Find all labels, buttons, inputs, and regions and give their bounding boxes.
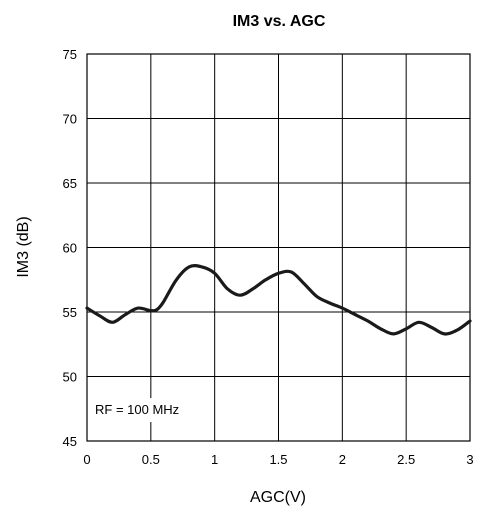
y-tick-label: 50: [63, 370, 77, 385]
series-layer: [85, 264, 472, 336]
y-tick-label: 75: [63, 47, 77, 62]
y-tick-label: 65: [63, 176, 77, 191]
annotation-background: [94, 398, 202, 422]
x-tick-label: 1.5: [269, 452, 287, 467]
x-tick-label: 0.5: [142, 452, 160, 467]
tick-labels: 0 0.5 1 1.5 2 2.5 3 45 50 55 60 65 70 75: [63, 47, 474, 467]
grid: [86, 53, 471, 442]
im3-series-line: [85, 264, 472, 336]
x-tick-label: 1: [211, 452, 218, 467]
rf-annotation: RF = 100 MHz: [95, 402, 179, 417]
y-tick-label: 60: [63, 241, 77, 256]
x-tick-label: 3: [466, 452, 473, 467]
x-tick-label: 2: [339, 452, 346, 467]
chart-title: IM3 vs. AGC: [233, 13, 326, 30]
x-axis-label: AGC(V): [250, 489, 306, 506]
x-tick-label: 0: [83, 452, 90, 467]
x-tick-label: 2.5: [397, 452, 415, 467]
y-axis-label: IM3 (dB): [15, 216, 32, 277]
y-tick-label: 70: [63, 112, 77, 127]
plot-frame: [86, 53, 471, 442]
y-tick-label: 45: [63, 434, 77, 449]
y-tick-label: 55: [63, 305, 77, 320]
